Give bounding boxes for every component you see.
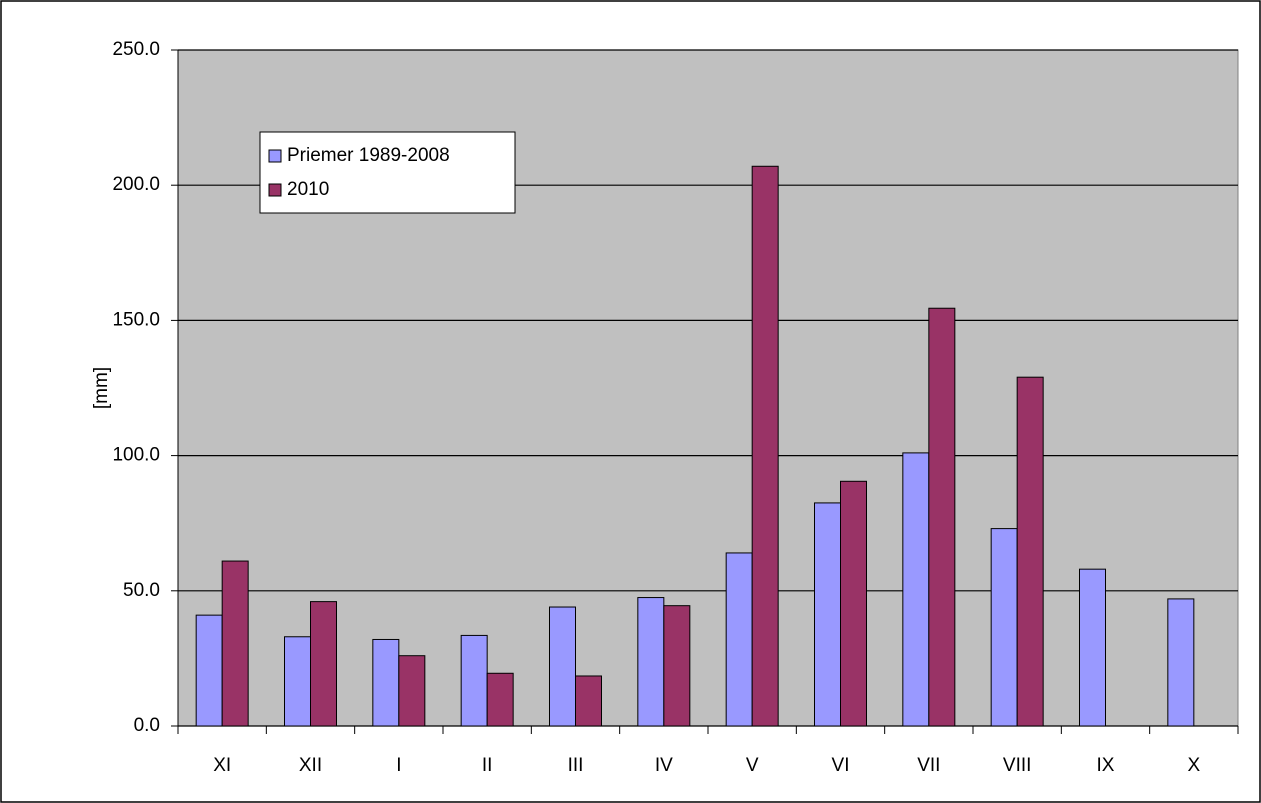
bar: [663, 605, 691, 727]
bar: [221, 560, 249, 727]
bar: [372, 638, 400, 727]
bar: [1167, 598, 1195, 727]
bar: [637, 597, 665, 727]
x-tick-label: III: [568, 755, 584, 776]
bar: [990, 528, 1018, 727]
y-tick-label: 200.0: [112, 174, 160, 195]
x-tick-label: II: [482, 755, 493, 776]
x-tick-label: IX: [1097, 755, 1115, 776]
bar: [902, 452, 930, 727]
legend-box: [259, 131, 516, 214]
x-tick-label: XI: [213, 755, 231, 776]
bar: [398, 655, 426, 727]
y-tick-label: 0.0: [134, 715, 160, 736]
legend-label: Priemer 1989-2008: [287, 145, 450, 166]
bar: [310, 601, 337, 727]
x-tick-label: IV: [655, 755, 673, 776]
legend-swatch: [268, 149, 282, 163]
x-tick-label: VIII: [1003, 755, 1032, 776]
y-tick-label: 150.0: [112, 309, 160, 330]
x-tick-label: I: [396, 755, 401, 776]
legend-label: 2010: [287, 179, 329, 200]
bar: [549, 606, 576, 727]
bar: [751, 165, 779, 727]
bar: [195, 614, 223, 727]
bar: [840, 480, 867, 727]
x-tick-label: XII: [299, 755, 322, 776]
legend-swatch: [268, 183, 282, 197]
bar: [725, 552, 753, 727]
x-tick-label: V: [746, 755, 759, 776]
y-tick-label: 250.0: [112, 39, 160, 60]
x-tick-label: VI: [832, 755, 850, 776]
bar: [928, 307, 956, 727]
bar: [460, 634, 488, 727]
bar: [814, 502, 841, 727]
x-tick-label: VII: [917, 755, 940, 776]
bar: [575, 675, 602, 727]
x-tick-label: X: [1187, 755, 1200, 776]
bar: [1016, 376, 1044, 727]
y-tick-label: 100.0: [112, 445, 160, 466]
bar: [486, 672, 514, 727]
bar: [1079, 568, 1106, 727]
bar: [284, 636, 311, 727]
y-axis-label: [mm]: [91, 367, 112, 409]
y-tick-label: 50.0: [123, 580, 160, 601]
